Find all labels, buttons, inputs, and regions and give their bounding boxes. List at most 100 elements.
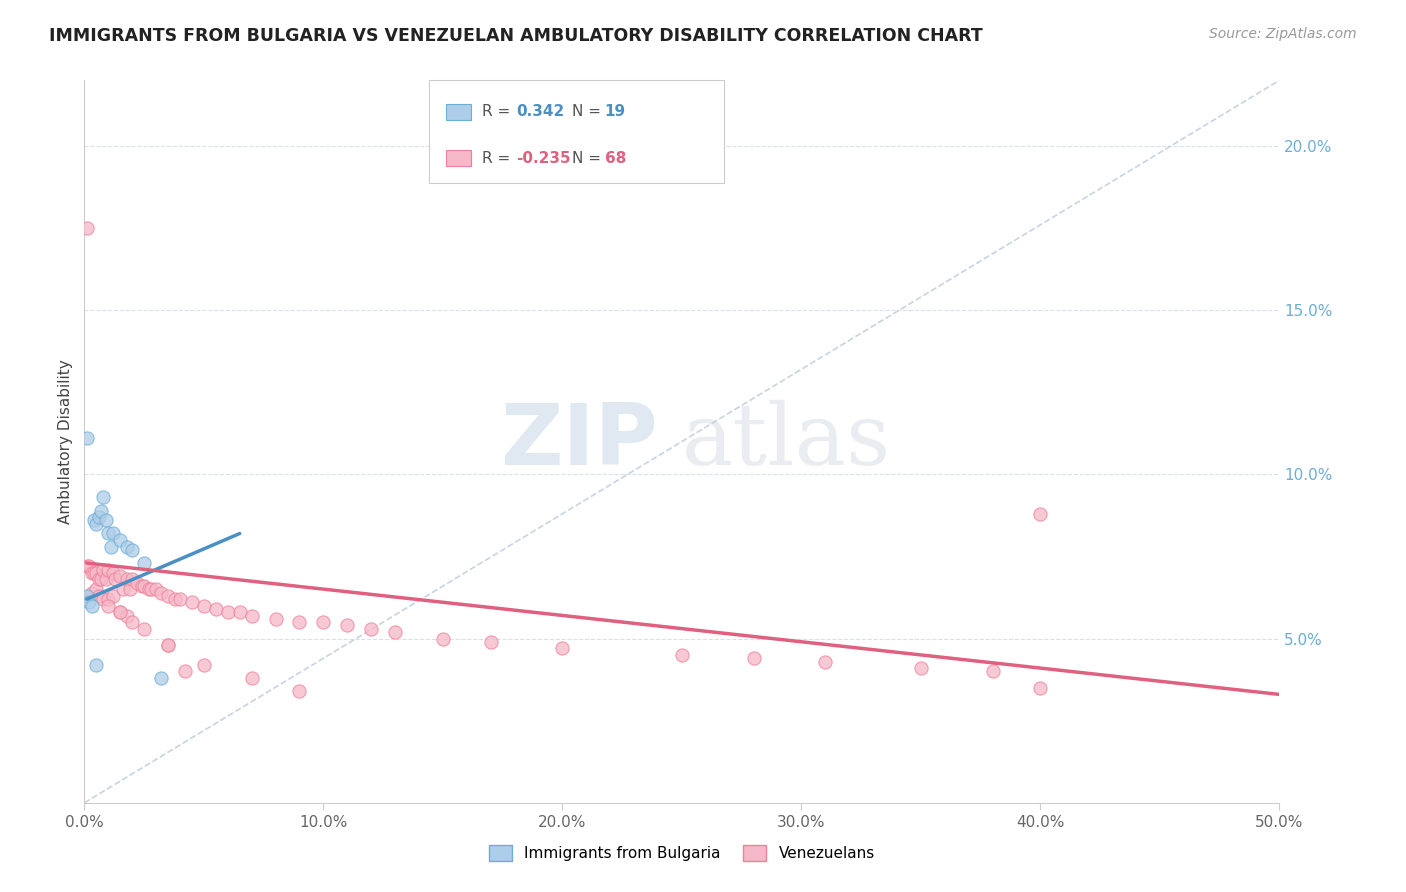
Text: 0.342: 0.342 bbox=[516, 104, 564, 120]
Point bbox=[76, 589, 98, 603]
Point bbox=[121, 542, 143, 557]
Point bbox=[97, 563, 120, 577]
Point bbox=[551, 641, 574, 656]
Point bbox=[118, 582, 141, 597]
Point bbox=[117, 540, 139, 554]
Point bbox=[90, 503, 112, 517]
Point bbox=[814, 655, 837, 669]
Point bbox=[101, 566, 124, 580]
Point bbox=[131, 579, 153, 593]
Point bbox=[76, 221, 98, 235]
Point bbox=[910, 661, 932, 675]
Point bbox=[101, 589, 124, 603]
Point bbox=[110, 533, 132, 547]
Point bbox=[181, 595, 204, 609]
Point bbox=[145, 582, 167, 597]
Text: R =: R = bbox=[482, 104, 516, 120]
Point bbox=[80, 566, 103, 580]
Point bbox=[83, 513, 105, 527]
Point bbox=[360, 622, 382, 636]
Point bbox=[86, 516, 108, 531]
Point bbox=[132, 579, 156, 593]
Point bbox=[87, 573, 110, 587]
Point bbox=[193, 657, 215, 672]
Point bbox=[80, 599, 103, 613]
Point bbox=[981, 665, 1004, 679]
Point bbox=[165, 592, 187, 607]
Point bbox=[97, 592, 120, 607]
Point bbox=[149, 585, 172, 599]
Point bbox=[149, 671, 172, 685]
Point bbox=[80, 585, 103, 599]
Point bbox=[479, 635, 502, 649]
Y-axis label: Ambulatory Disability: Ambulatory Disability bbox=[58, 359, 73, 524]
Point bbox=[111, 582, 134, 597]
Point bbox=[86, 657, 108, 672]
Point bbox=[101, 526, 124, 541]
Point bbox=[157, 589, 180, 603]
Point bbox=[157, 638, 180, 652]
Point bbox=[157, 638, 180, 652]
Text: N =: N = bbox=[572, 151, 606, 166]
Text: -0.235: -0.235 bbox=[516, 151, 571, 166]
Point bbox=[671, 648, 693, 662]
Point bbox=[1029, 507, 1052, 521]
Point bbox=[169, 592, 191, 607]
Point bbox=[97, 599, 120, 613]
Point bbox=[141, 582, 163, 597]
Point bbox=[288, 684, 311, 698]
Text: 68: 68 bbox=[605, 151, 626, 166]
Point bbox=[90, 573, 112, 587]
Text: IMMIGRANTS FROM BULGARIA VS VENEZUELAN AMBULATORY DISABILITY CORRELATION CHART: IMMIGRANTS FROM BULGARIA VS VENEZUELAN A… bbox=[49, 27, 983, 45]
Point bbox=[193, 599, 215, 613]
Legend: Immigrants from Bulgaria, Venezuelans: Immigrants from Bulgaria, Venezuelans bbox=[482, 839, 882, 867]
Text: Source: ZipAtlas.com: Source: ZipAtlas.com bbox=[1209, 27, 1357, 41]
Point bbox=[312, 615, 335, 630]
Point bbox=[77, 595, 100, 609]
Point bbox=[86, 582, 108, 597]
Point bbox=[86, 566, 108, 580]
Point bbox=[83, 566, 105, 580]
Point bbox=[117, 573, 139, 587]
Text: atlas: atlas bbox=[682, 400, 891, 483]
Point bbox=[87, 510, 110, 524]
Point bbox=[77, 559, 100, 574]
Point bbox=[121, 573, 143, 587]
Point bbox=[93, 491, 115, 505]
Text: R =: R = bbox=[482, 151, 516, 166]
Point bbox=[110, 569, 132, 583]
Text: N =: N = bbox=[572, 104, 606, 120]
Point bbox=[94, 573, 117, 587]
Point bbox=[110, 605, 132, 619]
Point bbox=[97, 526, 120, 541]
Point bbox=[288, 615, 311, 630]
Text: 19: 19 bbox=[605, 104, 626, 120]
Point bbox=[138, 582, 160, 597]
Point bbox=[104, 573, 127, 587]
Point bbox=[93, 563, 115, 577]
Point bbox=[76, 431, 98, 445]
Point bbox=[336, 618, 359, 632]
Point bbox=[432, 632, 454, 646]
Point bbox=[132, 622, 156, 636]
Point bbox=[264, 612, 287, 626]
Point bbox=[121, 615, 143, 630]
Point bbox=[217, 605, 239, 619]
Point bbox=[117, 608, 139, 623]
Point bbox=[240, 671, 263, 685]
Point bbox=[240, 608, 263, 623]
Point bbox=[94, 513, 117, 527]
Point bbox=[173, 665, 195, 679]
Point bbox=[110, 605, 132, 619]
Point bbox=[742, 651, 765, 665]
Point bbox=[205, 602, 228, 616]
Point bbox=[1029, 681, 1052, 695]
Point bbox=[87, 589, 110, 603]
Point bbox=[384, 625, 406, 640]
Text: ZIP: ZIP bbox=[501, 400, 658, 483]
Point bbox=[229, 605, 252, 619]
Point bbox=[132, 556, 156, 570]
Point bbox=[76, 559, 98, 574]
Point bbox=[125, 575, 148, 590]
Point bbox=[100, 540, 122, 554]
